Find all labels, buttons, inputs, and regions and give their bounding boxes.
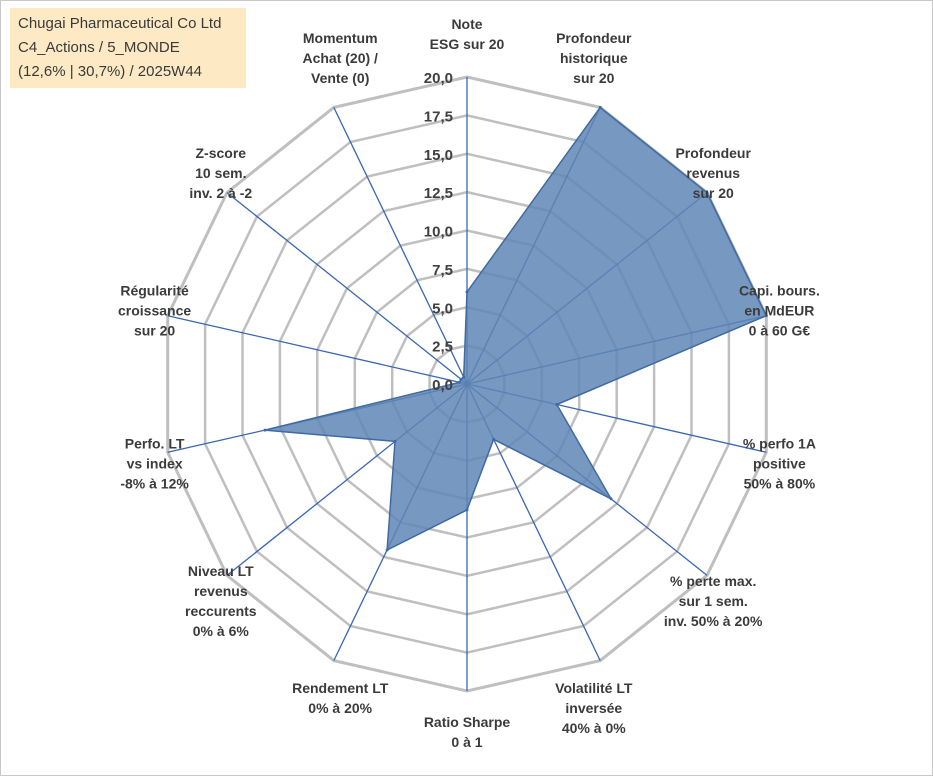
tick-label: 7,5 [432,262,453,279]
data-point [462,375,466,379]
axis-label-line: inversée [565,700,622,716]
data-point [465,290,469,294]
data-point [385,548,389,552]
axis-label-line: positive [753,455,806,471]
title-line-category: C4_Actions / 5_MONDE [18,39,180,56]
axis-label-line: croissance [118,303,191,319]
axis-label-line: Z-score [196,145,247,161]
axis-label-line: Vente (0) [311,70,369,86]
axis-label-line: revenus [194,583,248,599]
tick-label: 17,5 [424,108,453,125]
axis-label-line: Perfo. LT [125,435,185,451]
data-point [465,508,469,512]
data-point [393,439,397,443]
axis-label-line: reccurents [185,603,257,619]
axis-label: Profondeur revenus sur 20 [675,145,751,201]
axis-label-line: inv. 50% à 20% [664,613,763,629]
axis-label-line: % perte max. [670,573,756,589]
data-point [459,377,463,381]
axis-label: Z-score 10 sem. inv. 2 à -2 [189,145,252,201]
axis-label-line: -8% à 12% [120,475,189,491]
title-line-company: Chugai Pharmaceutical Co Ltd [18,15,222,32]
tick-label: 2,5 [432,339,453,356]
axis-label-line: sur 1 sem. [679,593,748,609]
axis-label-line: en MdEUR [744,303,814,319]
data-point [555,403,559,406]
axis-label: Volatilité LT inversée 40% à 0% [555,680,633,736]
axis-label-line: % perfo 1A [743,435,816,451]
data-point [263,428,267,432]
tick-label: 10,0 [424,224,453,241]
tick-label: 12,5 [424,185,453,202]
axis-label-line: Note [451,16,482,32]
axis-label-line: 0 à 60 G€ [749,323,811,339]
radial-tick-labels: 0,0 2,5 5,0 7,5 10,0 12,5 15,0 17,5 20,0 [424,70,453,394]
axis-label: Profondeur historique sur 20 [556,30,632,86]
data-point [705,191,709,195]
axis-label-line: Régularité [120,283,189,299]
axis-label-line: 0% à 20% [308,700,372,716]
data-point [458,380,461,384]
data-point [764,314,768,318]
axis-label: % perte max. sur 1 sem. inv. 50% à 20% [664,573,763,629]
axis-label: Ratio Sharpe 0 à 1 [424,714,511,750]
tick-label: 15,0 [424,147,453,164]
axis-label: Momentum Achat (20) / Vente (0) [302,30,378,86]
axis-label-line: Rendement LT [292,680,389,696]
axis-spoke [226,192,468,385]
axis-label-line: sur 20 [693,185,734,201]
axis-label-line: 10 sem. [195,165,246,181]
chart-title-box: Chugai Pharmaceutical Co Ltd C4_Actions … [10,8,246,88]
data-point [598,105,602,109]
axis-label-line: Profondeur [556,30,632,46]
axis-spoke [167,315,468,385]
axis-label-line: historique [560,50,628,66]
tick-label: 20,0 [424,70,453,87]
axis-label-line: Niveau LT [188,563,254,579]
axis-label-line: Profondeur [675,145,751,161]
axis-label-line: sur 20 [573,70,614,86]
axis-label-line: Volatilité LT [555,680,633,696]
title-line-stats: (12,6% | 30,7%) / 2025W44 [18,63,202,80]
axis-label-line: 40% à 0% [562,720,626,736]
axis-label: Rendement LT 0% à 20% [292,680,389,716]
axis-label-line: Ratio Sharpe [424,714,511,730]
axis-label-line: Momentum [303,30,378,46]
data-point [492,437,496,441]
data-point [609,497,613,501]
axis-label: Note ESG sur 20 [430,16,505,52]
axis-label-line: sur 20 [134,323,175,339]
axis-label-line: 0% à 6% [193,623,250,639]
axis-label: Perfo. LT vs index -8% à 12% [120,435,189,491]
axis-label-line: Achat (20) / [302,50,378,66]
axis-spoke [333,107,468,385]
tick-label: 0,0 [432,377,453,394]
axis-labels: Note ESG sur 20 Profondeur historique sur 20… [118,16,820,750]
axis-label: Régularité croissance sur 20 [118,283,191,339]
axis-label-line: inv. 2 à -2 [189,185,252,201]
axis-label: Niveau LT revenus reccurents 0% à 6% [185,563,257,639]
axis-label-line: Capi. bours. [739,283,820,299]
axis-label-line: vs index [127,455,183,471]
axis-label: Capi. bours. en MdEUR 0 à 60 G€ [739,283,820,339]
radar-series [263,105,768,552]
tick-label: 5,0 [432,300,453,317]
axis-label: % perfo 1A positive 50% à 80% [743,435,816,491]
axis-label-line: 50% à 80% [744,475,816,491]
axis-label-line: revenus [686,165,740,181]
axis-label-line: ESG sur 20 [430,36,505,52]
axis-label-line: 0 à 1 [451,734,482,750]
